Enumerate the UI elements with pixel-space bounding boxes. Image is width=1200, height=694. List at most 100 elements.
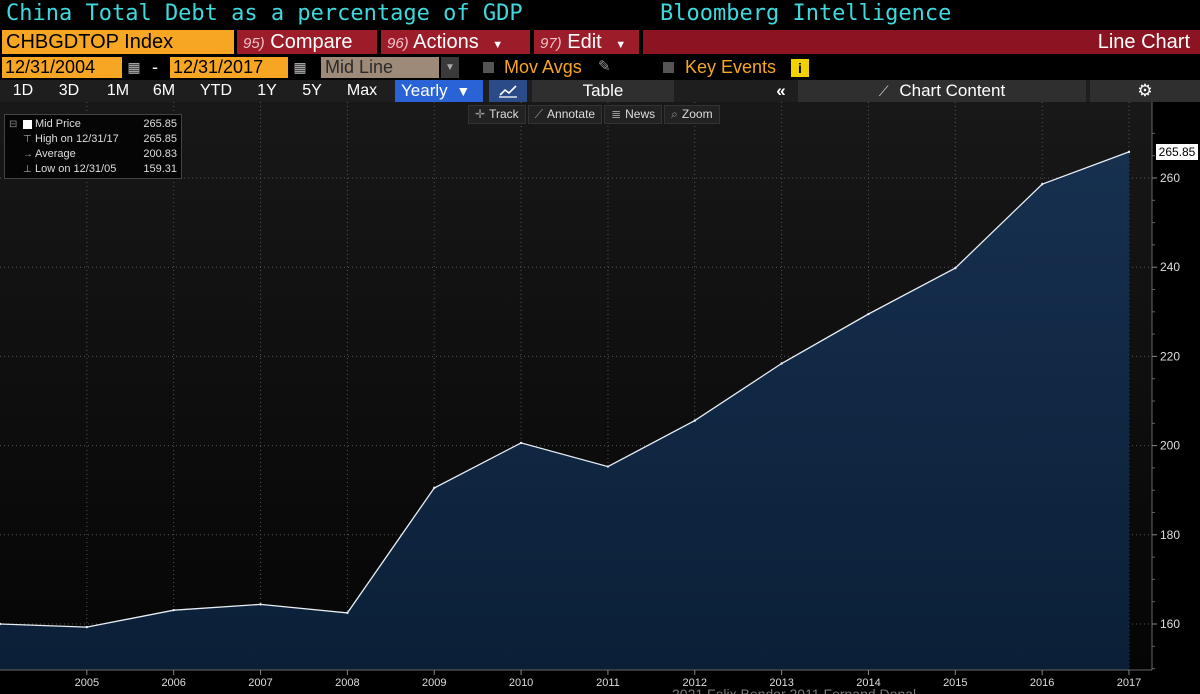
range-1m-button[interactable]: 1M (106, 82, 130, 99)
gear-icon[interactable]: ⚙ (1090, 80, 1200, 102)
collapse-chevron-icon[interactable]: « (776, 81, 786, 100)
end-date-field[interactable]: 12/31/2017 (170, 57, 288, 78)
line-chart-icon[interactable] (489, 80, 527, 102)
annotate-button[interactable]: ⟋ Annotate (527, 105, 603, 124)
legend-series-label: Mid Price (35, 118, 81, 130)
y-tick-label: 160 (1160, 617, 1180, 631)
date-bar: 12/31/2004 ▦ - 12/31/2017 ▦ Mid Line ▼ M… (0, 56, 1200, 80)
chart-content-button[interactable]: ⟋ Chart Content (798, 80, 1086, 102)
start-date-field[interactable]: 12/31/2004 (2, 57, 122, 78)
track-button[interactable]: ✛ Track (468, 105, 526, 124)
series-area (0, 151, 1129, 670)
zoom-button[interactable]: ⌕ Zoom (664, 105, 720, 124)
x-tick-label: 2005 (75, 677, 99, 689)
key-events-label: Key Events (685, 57, 777, 77)
actions-number: 96) (387, 35, 409, 52)
legend-series-row: ⊟ Mid Price 265.85 (5, 117, 183, 132)
ticker-field[interactable]: CHBGDTOP Index (2, 30, 234, 54)
edit-number: 97) (540, 35, 562, 52)
compare-label: Compare (270, 31, 353, 53)
high-marker-icon: ⊤ (23, 134, 32, 145)
low-marker-icon: ⊥ (23, 164, 32, 175)
edit-caret-icon: ▼ (615, 39, 627, 51)
range-1d-button[interactable]: 1D (12, 82, 34, 99)
x-tick-labels: 2005 2006 2007 2008 2009 2010 2011 2012 2013 2014… (75, 670, 1141, 689)
title-bar: China Total Debt as a percentage of GDP … (0, 0, 1200, 28)
data-point-2015 (954, 266, 957, 270)
period-label: Yearly (401, 81, 448, 100)
start-calendar-icon[interactable]: ▦ (127, 59, 141, 75)
legend-high-row: ⊤ High on 12/31/17 265.85 (5, 132, 183, 147)
legend-low-value: 159.31 (143, 163, 177, 175)
legend-average-row: → Average 200.83 (5, 147, 183, 162)
x-tick-label: 2011 (596, 677, 620, 689)
table-button[interactable]: Table (532, 80, 674, 102)
x-tick-label: 2006 (161, 677, 185, 689)
legend-low-row: ⊥ Low on 12/31/05 159.31 (5, 162, 183, 177)
x-tick-label: 2013 (769, 677, 793, 689)
range-1y-button[interactable]: 1Y (257, 82, 277, 99)
legend-low-label: Low on 12/31/05 (35, 163, 117, 175)
legend-high-value: 265.85 (143, 133, 177, 145)
news-button[interactable]: ≣ News (604, 105, 663, 124)
range-max-button[interactable]: Max (346, 82, 378, 99)
annotate-icon: ⟋ (534, 107, 544, 121)
actions-label: Actions (413, 31, 479, 53)
x-axis-background (0, 670, 1152, 694)
period-select[interactable]: Yearly ▼ (395, 80, 483, 102)
legend-average-label: Average (35, 148, 76, 160)
key-events-checkbox[interactable] (663, 62, 674, 73)
x-tick-label: 2015 (943, 677, 967, 689)
x-tick-label: 2012 (683, 677, 707, 689)
legend-box[interactable]: ⊟ Mid Price 265.85 ⊤ High on 12/31/17 26… (4, 114, 182, 179)
data-point-2011 (606, 465, 610, 468)
crosshair-icon: ✛ (475, 107, 486, 121)
actions-button[interactable]: 96) Actions ▼ (381, 30, 530, 54)
data-point-2007 (259, 603, 262, 606)
zoom-label: Zoom (681, 107, 713, 121)
chart-content-icon: ⟋ (878, 83, 889, 99)
compare-number: 95) (243, 35, 265, 52)
line-type-dropdown-icon[interactable]: ▼ (441, 57, 459, 78)
zoom-icon: ⌕ (671, 107, 678, 121)
average-marker-icon: → (23, 149, 33, 160)
mov-avgs-checkbox[interactable] (483, 62, 494, 73)
y-tick-label: 240 (1160, 260, 1180, 274)
command-bar: CHBGDTOP Index 95) Compare 96) Actions ▼… (0, 28, 1200, 55)
chart-content-label: Chart Content (899, 81, 1006, 100)
legend-series-value: 265.85 (143, 118, 177, 130)
range-bar: 1D 3D 1M 6M YTD 1Y 5Y Max Yearly ▼ Table… (0, 80, 1200, 102)
end-calendar-icon[interactable]: ▦ (293, 59, 307, 75)
series-line (0, 151, 1130, 628)
mov-avgs-label: Mov Avgs (504, 57, 582, 77)
info-icon[interactable]: i (791, 59, 809, 77)
data-point-2017 (1127, 150, 1131, 154)
legend-average-value: 200.83 (143, 148, 177, 160)
y-tick-label: 220 (1160, 349, 1180, 363)
data-point-2013 (780, 362, 783, 365)
period-caret-icon: ▼ (456, 83, 471, 99)
chart-area[interactable]: 160 180 200 220 240 260 2005 2006 2007 2008 2009 2… (0, 102, 1200, 694)
chart-mode-label: Line Chart (643, 30, 1200, 54)
y-tick-label: 200 (1160, 439, 1180, 453)
legend-high-label: High on 12/31/17 (35, 133, 119, 145)
data-point-2010 (519, 441, 523, 445)
range-6m-button[interactable]: 6M (152, 82, 176, 99)
data-point-2014 (867, 312, 870, 316)
chart-tools: ✛ Track ⟋ Annotate ≣ News ⌕ Zoom (468, 105, 720, 124)
compare-button[interactable]: 95) Compare (237, 30, 377, 54)
data-point-2012 (693, 419, 696, 422)
y-tick-label: 260 (1160, 171, 1180, 185)
range-ytd-button[interactable]: YTD (200, 82, 232, 99)
range-3d-button[interactable]: 3D (58, 82, 80, 99)
pencil-icon[interactable]: ✎ (598, 58, 611, 75)
source-label: Bloomberg Intelligence (660, 1, 952, 26)
data-point-2005 (85, 625, 89, 629)
track-label: Track (489, 107, 519, 121)
edit-button[interactable]: 97) Edit ▼ (534, 30, 639, 54)
line-type-select[interactable]: Mid Line (321, 57, 439, 78)
range-5y-button[interactable]: 5Y (302, 82, 322, 99)
y-axis-background (1152, 102, 1200, 694)
legend-expand-icon[interactable]: ⊟ (9, 119, 18, 130)
